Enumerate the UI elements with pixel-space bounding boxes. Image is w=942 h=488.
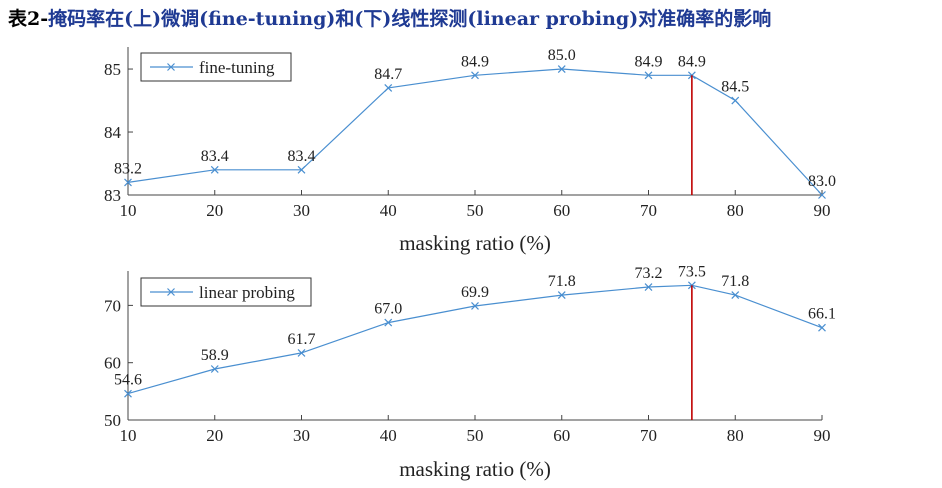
legend-marker (167, 288, 175, 296)
data-label: 58.9 (201, 347, 229, 364)
data-point (644, 283, 653, 291)
data-point (297, 165, 306, 174)
data-point (124, 389, 132, 398)
x-tick-label: 90 (814, 201, 831, 220)
data-point (687, 71, 696, 80)
data-point (384, 318, 393, 327)
data-label: 73.2 (635, 265, 663, 282)
legend-label: linear probing (199, 283, 295, 302)
x-tick-label: 10 (120, 426, 137, 445)
legend-marker (167, 63, 175, 71)
y-tick-label: 85 (104, 60, 121, 79)
legend: fine-tuning (140, 52, 292, 82)
data-point (210, 165, 219, 174)
data-label: 85.0 (548, 47, 576, 64)
data-label: 83.4 (288, 148, 316, 165)
data-label: 83.0 (808, 173, 836, 190)
y-tick-label: 84 (104, 123, 122, 142)
data-point (818, 323, 826, 332)
page-title: 表2-掩码率在(上)微调(fine-tuning)和(下)线性探测(linear… (8, 4, 771, 34)
data-point (471, 302, 479, 310)
x-axis-label: masking ratio (%) (399, 457, 551, 481)
data-point (297, 349, 306, 357)
x-tick-label: 70 (640, 201, 657, 220)
data-label: 84.9 (635, 53, 663, 70)
x-tick-label: 90 (814, 426, 831, 445)
data-label: 66.1 (808, 306, 836, 323)
x-tick-label: 60 (553, 201, 570, 220)
data-label: 83.2 (114, 160, 142, 177)
x-tick-label: 30 (293, 426, 310, 445)
page-title-prefix: 表2- (8, 8, 49, 30)
x-axis-label: masking ratio (%) (399, 231, 551, 255)
y-tick-label: 83 (104, 186, 121, 205)
data-label: 84.9 (678, 53, 706, 70)
x-tick-label: 50 (467, 201, 484, 220)
legend: linear probing (140, 277, 312, 307)
data-point (210, 365, 219, 373)
data-point (644, 71, 653, 80)
y-tick-label: 60 (104, 354, 121, 373)
x-tick-label: 30 (293, 201, 310, 220)
x-tick-label: 80 (727, 201, 744, 220)
x-tick-label: 40 (380, 201, 397, 220)
x-tick-label: 60 (553, 426, 570, 445)
page-title-text: 掩码率在(上)微调(fine-tuning)和(下)线性探测(linear pr… (48, 8, 772, 30)
y-tick-label: 50 (104, 411, 121, 430)
x-tick-label: 20 (206, 426, 223, 445)
x-tick-label: 20 (206, 201, 223, 220)
data-label: 84.7 (374, 66, 402, 83)
data-label: 84.5 (721, 79, 749, 96)
x-tick-label: 70 (640, 426, 657, 445)
data-point (471, 71, 479, 80)
x-tick-label: 50 (467, 426, 484, 445)
data-label: 71.8 (721, 273, 749, 290)
data-label: 83.4 (201, 148, 229, 165)
x-tick-label: 80 (727, 426, 744, 445)
data-point (818, 191, 826, 199)
x-tick-label: 40 (380, 426, 397, 445)
data-point (124, 178, 132, 187)
chart-linear-probing: 10 20 30 40 50 60 70 80 90 50 60 70 masking ratio (%… (104, 263, 836, 481)
x-tick-label: 10 (120, 201, 137, 220)
legend-label: fine-tuning (199, 58, 275, 77)
data-point (731, 96, 740, 105)
data-point (557, 291, 566, 299)
y-tick-label: 70 (104, 296, 121, 315)
data-point (384, 84, 393, 92)
data-point (557, 65, 566, 73)
data-label: 61.7 (288, 331, 316, 348)
series-line (127, 68, 823, 196)
data-label: 54.6 (114, 372, 142, 389)
series-line (127, 284, 823, 395)
data-label: 67.0 (374, 301, 402, 318)
chart-fine-tuning: 10 20 30 40 50 60 70 80 90 83 84 85 masking ratio (%… (104, 47, 836, 255)
data-label: 69.9 (461, 284, 489, 301)
data-label: 73.5 (678, 263, 706, 280)
data-label: 71.8 (548, 273, 576, 290)
data-point (731, 291, 740, 299)
data-label: 84.9 (461, 53, 489, 70)
